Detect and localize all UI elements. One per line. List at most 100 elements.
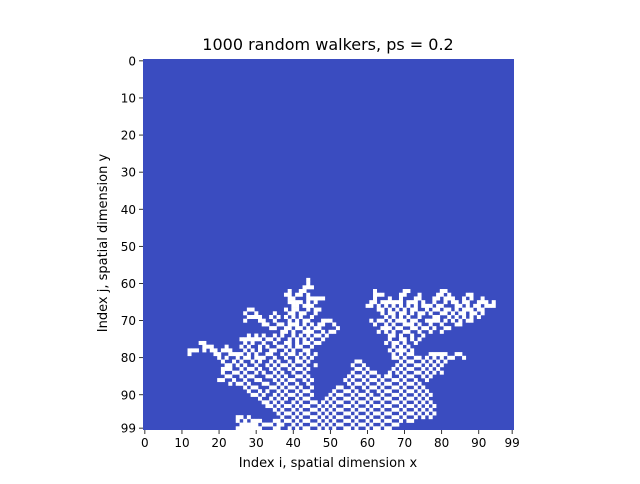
occupied-cell — [361, 363, 366, 368]
occupied-cell — [276, 344, 281, 349]
occupied-cell — [406, 374, 411, 379]
occupied-cell — [298, 292, 303, 297]
occupied-cell — [391, 340, 396, 345]
occupied-cell — [187, 348, 192, 353]
occupied-cell — [332, 396, 337, 401]
occupied-cell — [402, 370, 407, 375]
occupied-cell — [309, 407, 314, 412]
occupied-cell — [350, 370, 355, 375]
occupied-cell — [339, 392, 344, 397]
occupied-cell — [417, 411, 422, 416]
occupied-cell — [436, 292, 441, 297]
occupied-cell — [306, 411, 311, 416]
occupied-cell — [280, 415, 285, 420]
occupied-cell — [395, 300, 400, 305]
occupied-cell — [373, 289, 378, 294]
occupied-cell — [358, 374, 363, 379]
occupied-cell — [443, 289, 448, 294]
occupied-cell — [369, 370, 374, 375]
occupied-cell — [380, 307, 385, 312]
occupied-cell — [476, 314, 481, 319]
occupied-cell — [421, 374, 426, 379]
x-tick-label: 80 — [434, 436, 449, 450]
occupied-cell — [306, 404, 311, 409]
occupied-cell — [246, 314, 251, 319]
occupied-cell — [373, 378, 378, 383]
occupied-cell — [328, 407, 333, 412]
occupied-cell — [295, 322, 300, 327]
occupied-cell — [417, 381, 422, 386]
occupied-cell — [402, 392, 407, 397]
occupied-cell — [361, 385, 366, 390]
occupied-cell — [473, 303, 478, 308]
occupied-cell — [413, 326, 418, 331]
occupied-cell — [417, 329, 422, 334]
occupied-cell — [354, 359, 359, 364]
occupied-cell — [261, 400, 266, 405]
occupied-cell — [309, 378, 314, 383]
occupied-cell — [410, 311, 415, 316]
occupied-cell — [361, 400, 366, 405]
occupied-cell — [450, 300, 455, 305]
occupied-cell — [391, 329, 396, 334]
occupied-cell — [384, 418, 389, 423]
occupied-cell — [313, 407, 318, 412]
occupied-cell — [276, 396, 281, 401]
occupied-cell — [265, 381, 270, 386]
occupied-cell — [343, 411, 348, 416]
occupied-cell — [302, 370, 307, 375]
occupied-cell — [272, 392, 277, 397]
occupied-cell — [454, 322, 459, 327]
occupied-cell — [398, 314, 403, 319]
occupied-cell — [243, 363, 248, 368]
occupied-cell — [291, 352, 296, 357]
occupied-cell — [417, 314, 422, 319]
occupied-cell — [332, 329, 337, 334]
occupied-cell — [280, 422, 285, 427]
occupied-cell — [324, 411, 329, 416]
occupied-cell — [224, 363, 229, 368]
occupied-cell — [432, 314, 437, 319]
occupied-cell — [269, 374, 274, 379]
occupied-cell — [276, 426, 281, 431]
occupied-cell — [365, 381, 370, 386]
occupied-cell — [402, 415, 407, 420]
occupied-cell — [376, 426, 381, 431]
occupied-cell — [298, 415, 303, 420]
occupied-cell — [269, 326, 274, 331]
occupied-cell — [272, 407, 277, 412]
occupied-cell — [439, 322, 444, 327]
occupied-cell — [280, 329, 285, 334]
occupied-cell — [309, 337, 314, 342]
occupied-cell — [220, 359, 225, 364]
occupied-cell — [369, 378, 374, 383]
occupied-cell — [350, 415, 355, 420]
occupied-cell — [391, 415, 396, 420]
occupied-cell — [432, 318, 437, 323]
occupied-cell — [354, 418, 359, 423]
occupied-cell — [324, 404, 329, 409]
occupied-cell — [265, 344, 270, 349]
occupied-cell — [424, 378, 429, 383]
occupied-cell — [410, 333, 415, 338]
occupied-cell — [283, 355, 288, 360]
occupied-cell — [332, 411, 337, 416]
occupied-cell — [321, 329, 326, 334]
occupied-cell — [428, 407, 433, 412]
occupied-cell — [384, 329, 389, 334]
occupied-cell — [250, 348, 255, 353]
occupied-cell — [395, 348, 400, 353]
occupied-cell — [384, 314, 389, 319]
occupied-cell — [380, 318, 385, 323]
x-tick-label: 20 — [211, 436, 226, 450]
y-axis-label: Index j, spatial dimension y — [96, 154, 111, 333]
occupied-cell — [317, 411, 322, 416]
occupied-cell — [287, 385, 292, 390]
occupied-cell — [309, 355, 314, 360]
occupied-cell — [250, 314, 255, 319]
occupied-cell — [436, 296, 441, 301]
occupied-cell — [283, 411, 288, 416]
occupied-cell — [287, 359, 292, 364]
occupied-cell — [373, 296, 378, 301]
occupied-cell — [480, 311, 485, 316]
